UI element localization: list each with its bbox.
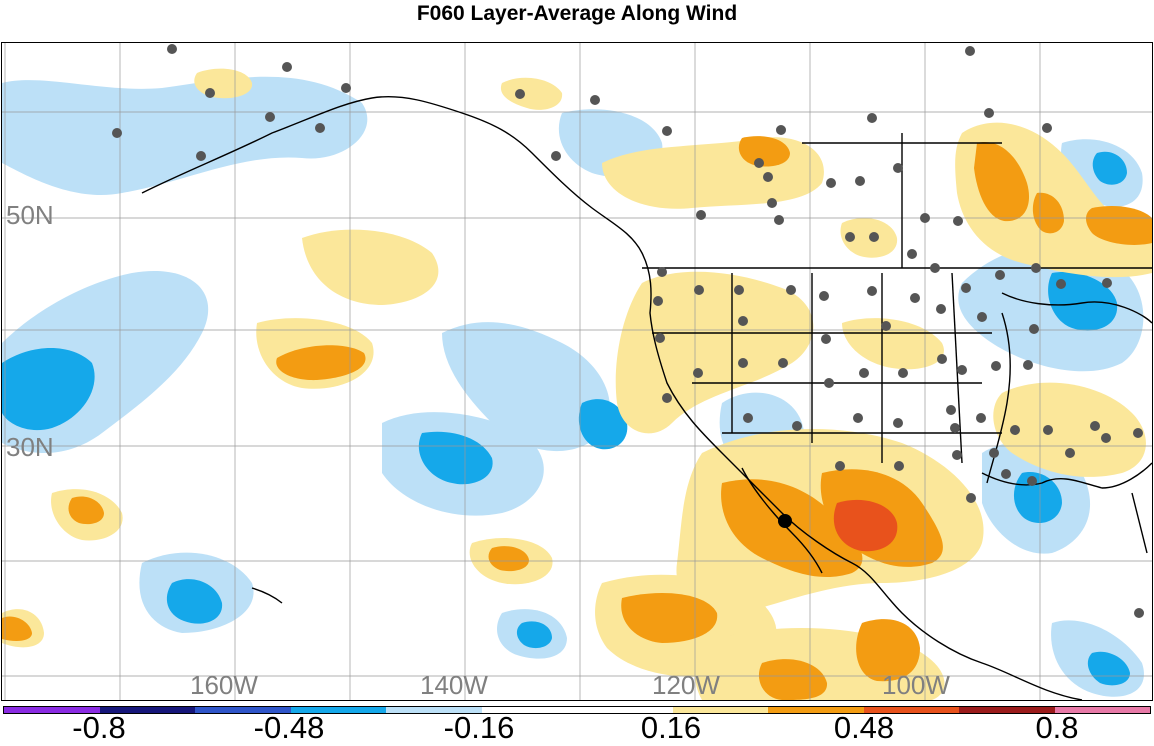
colorbar-segment	[577, 707, 673, 713]
colorbar-tick-label: 0.8	[1035, 710, 1079, 745]
lat-label-50n: 50N	[6, 200, 54, 230]
map-title: F060 Layer-Average Along Wind	[416, 2, 738, 25]
lon-label-100w: 100W	[882, 670, 950, 700]
colorbar-segment	[386, 707, 482, 713]
highlight-station-marker	[778, 514, 792, 528]
map-panel	[1, 42, 1153, 701]
colorbar-segment	[1054, 707, 1150, 713]
lon-label-120w: 120W	[652, 670, 720, 700]
colorbar-segment	[290, 707, 386, 713]
colorbar	[3, 706, 1151, 714]
lat-label-30n: 30N	[6, 432, 54, 462]
colorbar-segment	[672, 707, 768, 713]
colorbar-segment	[481, 707, 577, 713]
colorbar-tick-label: -0.8	[72, 710, 126, 745]
lat-lon-grid	[2, 43, 1152, 700]
positive-shading-peak	[833, 499, 898, 552]
colorbar-tick-label: 0.48	[833, 710, 895, 745]
negative-shading-strong	[2, 151, 1130, 686]
colorbar-segment	[959, 707, 1055, 713]
colorbar-segment	[99, 707, 195, 713]
along-wind-map	[2, 43, 1152, 700]
station-markers	[112, 44, 1144, 618]
lon-label-140w: 140W	[420, 670, 488, 700]
colorbar-tick-label: -0.16	[443, 710, 515, 745]
colorbar-segment	[195, 707, 291, 713]
lon-label-160w: 160W	[190, 670, 258, 700]
colorbar-segment	[4, 707, 100, 713]
colorbar-tick-label: 0.16	[640, 710, 702, 745]
colorbar-segment	[768, 707, 864, 713]
colorbar-segment	[863, 707, 959, 713]
colorbar-tick-label: -0.48	[253, 710, 325, 745]
coastlines-and-borders	[141, 95, 1152, 700]
